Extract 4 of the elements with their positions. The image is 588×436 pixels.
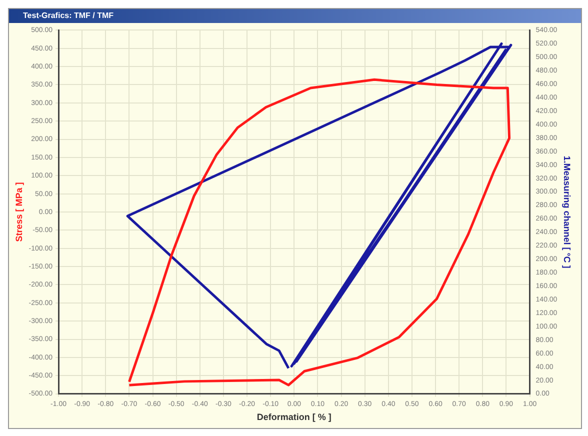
y2-axis-title: 1.Measuring channel [ °C ] [562, 156, 572, 268]
chart-title: Test-Grafics: TMF / TMF [9, 9, 581, 23]
x-axis-title: Deformation [ % ] [256, 412, 332, 422]
y-axis-title: Stress [ MPa ] [14, 182, 24, 242]
